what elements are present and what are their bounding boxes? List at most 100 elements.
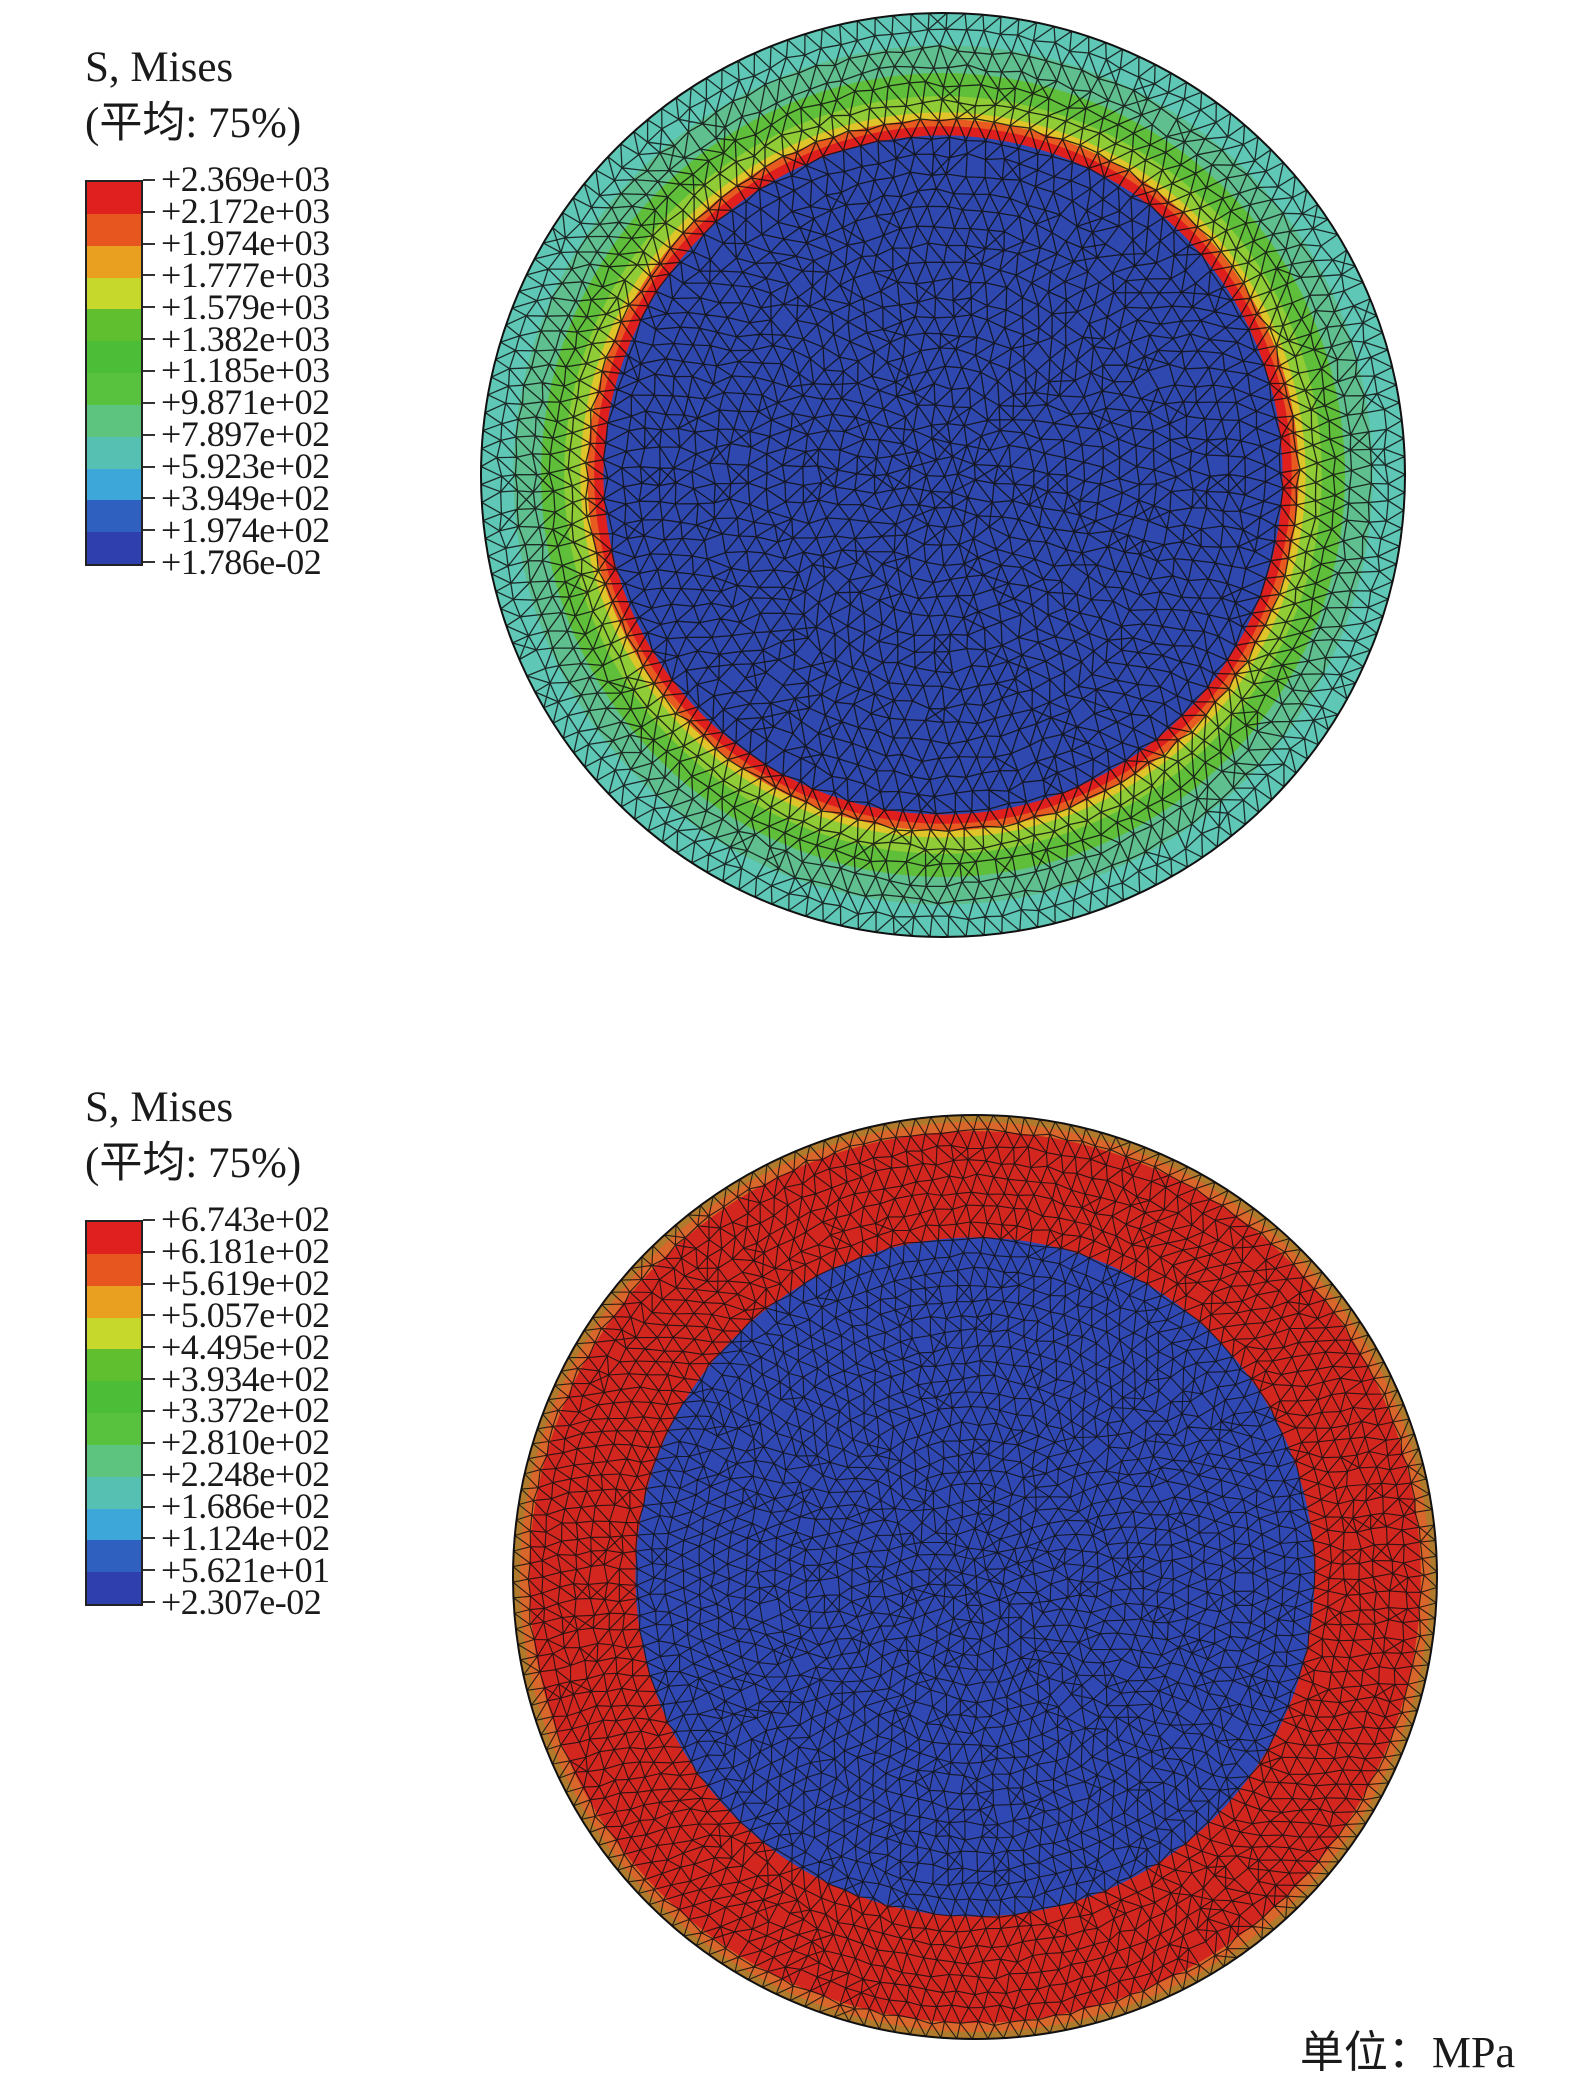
color-band — [87, 1317, 141, 1350]
tick-label: +1.777e+03 — [161, 254, 330, 295]
contour-panel-bottom: S, Mises (平均: 75%) +6.743e+02 +6.181e+02 +… — [0, 1040, 1575, 2080]
color-band — [87, 341, 141, 374]
mesh-lines — [512, 1114, 1438, 2040]
tick-mark — [143, 1505, 155, 1508]
color-band — [87, 1381, 141, 1414]
disk-outline — [512, 1114, 1438, 2040]
scale-tick: +3.934e+02 — [143, 1358, 330, 1399]
tick-mark — [143, 1218, 155, 1221]
scale-labels: +2.369e+03 +2.172e+03 +1.974e+03 +1.777e+03… — [143, 159, 330, 580]
scale-tick: +3.372e+02 — [143, 1390, 330, 1431]
contour-panel-top: S, Mises (平均: 75%) +2.369e+03 +2.172e+03 +… — [0, 0, 1575, 1040]
tick-label: +5.619e+02 — [161, 1263, 330, 1304]
tick-label: +3.372e+02 — [161, 1390, 330, 1431]
tick-label: +3.949e+02 — [161, 477, 330, 518]
color-band — [87, 373, 141, 405]
scale-tick: +1.579e+03 — [143, 286, 330, 327]
color-band — [87, 404, 141, 437]
tick-mark — [143, 242, 155, 245]
legend-title-line2: (平均: 75%) — [85, 100, 302, 147]
color-band — [87, 468, 141, 501]
tick-label: +7.897e+02 — [161, 414, 330, 455]
tick-mark — [143, 1250, 155, 1253]
color-band — [87, 309, 141, 342]
stress-contour-disk-bottom — [512, 1114, 1438, 2040]
tick-mark — [143, 1441, 155, 1444]
tick-mark — [143, 338, 155, 341]
legend-top: S, Mises (平均: 75%) +2.369e+03 +2.172e+03 +… — [85, 40, 330, 580]
scale-tick: +5.923e+02 — [143, 448, 330, 484]
color-band — [87, 1253, 141, 1286]
color-band — [87, 1508, 141, 1541]
color-band — [87, 1540, 141, 1573]
scale-tick: +5.057e+02 — [143, 1294, 330, 1335]
legend-title-line1: S, Mises — [85, 1084, 234, 1131]
legend-bottom: S, Mises (平均: 75%) +6.743e+02 +6.181e+02 +… — [85, 1080, 330, 1620]
color-band — [87, 1476, 141, 1509]
tick-mark — [143, 1601, 155, 1604]
color-band — [87, 1285, 141, 1318]
tick-label: +2.248e+02 — [161, 1454, 330, 1495]
color-band — [87, 245, 141, 278]
tick-mark — [143, 369, 155, 372]
tick-label: +2.369e+03 — [161, 159, 330, 200]
color-band — [87, 1572, 141, 1605]
tick-mark — [143, 1409, 155, 1412]
legend-title-line2: (平均: 75%) — [85, 1140, 302, 1187]
tick-mark — [143, 433, 155, 436]
color-bar — [85, 1220, 143, 1607]
tick-mark — [143, 1314, 155, 1317]
color-band — [87, 1349, 141, 1382]
tick-mark — [143, 210, 155, 213]
tick-label: +9.871e+02 — [161, 382, 330, 423]
mesh-path — [512, 1114, 1438, 2040]
scale-labels: +6.743e+02 +6.181e+02 +5.619e+02 +5.057e+02… — [143, 1199, 330, 1620]
tick-mark — [143, 178, 155, 181]
tick-label: +1.974e+03 — [161, 223, 330, 264]
scale-tick: +1.686e+02 — [143, 1486, 330, 1527]
scale-tick: +1.124e+02 — [143, 1517, 330, 1558]
scale-tick: +5.621e+01 — [143, 1549, 330, 1590]
mesh-lines — [480, 12, 1406, 938]
tick-label: +1.382e+03 — [161, 318, 330, 359]
scale-tick: +2.248e+02 — [143, 1454, 330, 1495]
color-band — [87, 182, 141, 214]
tick-label: +1.974e+02 — [161, 509, 330, 550]
tick-label: +1.579e+03 — [161, 286, 330, 327]
tick-mark — [143, 561, 155, 564]
tick-label: +1.124e+02 — [161, 1517, 330, 1558]
tick-label: +5.057e+02 — [161, 1294, 330, 1335]
tick-label: +3.934e+02 — [161, 1358, 330, 1399]
tick-mark — [143, 1378, 155, 1381]
scale-tick: +5.619e+02 — [143, 1263, 330, 1304]
color-band — [87, 1222, 141, 1254]
tick-label: +5.621e+01 — [161, 1549, 330, 1590]
scale-tick: +1.974e+02 — [143, 509, 330, 550]
scale-tick: +2.369e+03 — [143, 159, 330, 200]
scale-tick: +1.974e+03 — [143, 223, 330, 264]
tick-mark — [143, 1346, 155, 1349]
tick-mark — [143, 1569, 155, 1572]
scale-tick: +1.786e-02 — [143, 544, 330, 580]
color-band — [87, 277, 141, 310]
scale-tick: +6.743e+02 — [143, 1199, 330, 1240]
tick-label: +2.810e+02 — [161, 1422, 330, 1463]
legend-title-line1: S, Mises — [85, 44, 234, 91]
color-band — [87, 532, 141, 565]
scale-tick: +4.495e+02 — [143, 1329, 330, 1365]
tick-label: +6.743e+02 — [161, 1199, 330, 1240]
scale-tick: +1.777e+03 — [143, 254, 330, 295]
tick-label: +1.686e+02 — [161, 1486, 330, 1527]
scale-tick: +7.897e+02 — [143, 414, 330, 455]
tick-mark — [143, 529, 155, 532]
tick-mark — [143, 274, 155, 277]
scale-tick: +2.810e+02 — [143, 1422, 330, 1463]
tick-mark — [143, 1473, 155, 1476]
tick-mark — [143, 306, 155, 309]
scale-tick: +3.949e+02 — [143, 477, 330, 518]
tick-mark — [143, 465, 155, 468]
scale-tick: +6.181e+02 — [143, 1233, 330, 1269]
scale-tick: +9.871e+02 — [143, 382, 330, 423]
scale-tick: +1.382e+03 — [143, 318, 330, 359]
mesh-path — [480, 12, 1406, 938]
